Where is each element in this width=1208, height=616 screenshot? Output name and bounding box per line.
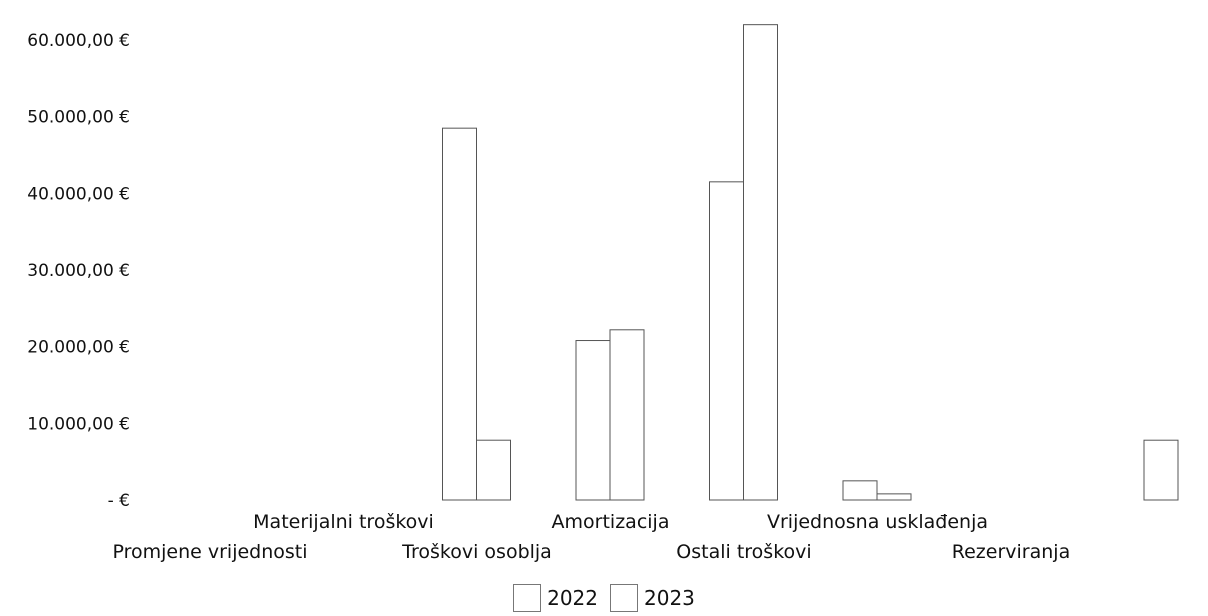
x-category-label: Ostali troškovi bbox=[676, 541, 811, 563]
x-category-label: Materijalni troškovi bbox=[253, 511, 434, 533]
y-tick-label: 30.000,00 € bbox=[27, 261, 130, 281]
x-category-label: Troškovi osoblja bbox=[401, 541, 552, 563]
bar-2022-4[interactable] bbox=[842, 480, 878, 501]
legend: 2022 2023 bbox=[0, 584, 1208, 612]
legend-label-2022: 2022 bbox=[547, 586, 598, 610]
x-category-label: Rezerviranja bbox=[952, 541, 1070, 563]
bar-2022-3[interactable] bbox=[709, 181, 744, 501]
bar-2022-2[interactable] bbox=[575, 340, 611, 501]
x-category-label: Amortizacija bbox=[552, 511, 670, 533]
bar-2023-1[interactable] bbox=[476, 439, 511, 501]
bar-2023-6[interactable] bbox=[1143, 439, 1179, 501]
legend-item-2023[interactable]: 2023 bbox=[610, 584, 695, 612]
x-category-label: Promjene vrijednosti bbox=[112, 541, 307, 563]
y-axis-tick-labels: - € 10.000,00 € 20.000,00 € 30.000,00 € 40.0… bbox=[27, 31, 130, 511]
x-category-label: Vrijednosna usklađenja bbox=[767, 511, 988, 533]
legend-swatch-2022 bbox=[513, 584, 542, 612]
y-tick-label: 20.000,00 € bbox=[27, 338, 130, 358]
y-tick-label: 50.000,00 € bbox=[27, 108, 130, 128]
legend-swatch-2023 bbox=[610, 584, 638, 612]
y-tick-label: - € bbox=[108, 491, 130, 511]
y-tick-label: 10.000,00 € bbox=[27, 414, 130, 434]
bar-2023-2[interactable] bbox=[609, 329, 645, 501]
bar-2023-4[interactable] bbox=[876, 493, 912, 501]
bars bbox=[442, 24, 1179, 501]
legend-label-2023: 2023 bbox=[644, 586, 695, 610]
bar-chart: - € 10.000,00 € 20.000,00 € 30.000,00 € 40.0… bbox=[27, 24, 1179, 563]
y-tick-label: 60.000,00 € bbox=[27, 31, 130, 51]
legend-item-2022[interactable]: 2022 bbox=[513, 584, 598, 612]
bar-2023-3[interactable] bbox=[743, 24, 778, 501]
y-tick-label: 40.000,00 € bbox=[27, 184, 130, 204]
bar-2022-1[interactable] bbox=[442, 127, 477, 501]
x-axis-category-labels: Promjene vrijednosti Materijalni troškovi… bbox=[112, 511, 1070, 563]
